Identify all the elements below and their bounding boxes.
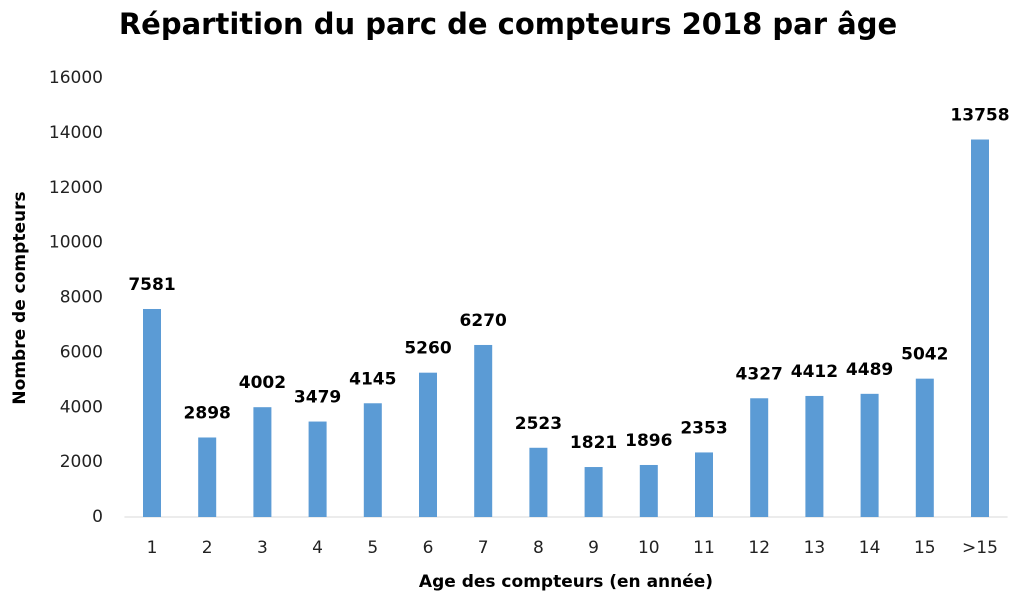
y-tick-label: 14000 — [49, 123, 103, 143]
bar — [695, 452, 713, 517]
y-tick-label: 6000 — [60, 342, 103, 362]
value-label: 6270 — [460, 311, 507, 331]
y-tick-label: 4000 — [60, 397, 103, 417]
bar — [915, 378, 934, 517]
y-tick-label: 12000 — [49, 178, 103, 198]
bar — [584, 467, 603, 517]
value-label: 5042 — [901, 345, 948, 365]
value-label: 4327 — [736, 364, 783, 384]
x-tick-label: 3 — [257, 538, 268, 558]
y-tick-label: 0 — [92, 507, 103, 527]
bar — [253, 407, 272, 517]
value-label: 1821 — [570, 433, 617, 453]
x-tick-label: 11 — [693, 538, 715, 558]
value-label: 4489 — [846, 360, 893, 380]
bar — [529, 447, 548, 517]
bar — [860, 393, 879, 517]
y-tick-label: 2000 — [60, 452, 103, 472]
value-label: 4002 — [239, 373, 286, 393]
bar — [143, 308, 161, 517]
bar — [750, 398, 769, 517]
value-label: 13758 — [950, 106, 1009, 126]
value-label: 4412 — [791, 362, 838, 382]
x-tick-label: 10 — [638, 538, 660, 558]
x-tick-label: >15 — [962, 538, 998, 558]
value-label: 1896 — [625, 431, 672, 451]
bar — [198, 437, 217, 517]
bar — [419, 372, 437, 517]
x-tick-label: 4 — [312, 538, 323, 558]
y-tick-label: 16000 — [49, 68, 103, 88]
x-tick-label: 9 — [588, 538, 599, 558]
x-tick-label: 7 — [478, 538, 489, 558]
x-tick-label: 12 — [748, 538, 770, 558]
y-tick-label: 10000 — [49, 233, 103, 253]
value-label: 2523 — [515, 414, 562, 434]
bar — [805, 395, 824, 517]
bar — [971, 139, 989, 517]
x-tick-label: 2 — [202, 538, 213, 558]
value-label: 5260 — [404, 339, 451, 359]
x-tick-label: 5 — [367, 538, 378, 558]
value-label: 7581 — [128, 275, 175, 295]
x-tick-label: 8 — [533, 538, 544, 558]
x-axis-title: Age des compteurs (en année) — [419, 572, 713, 592]
bar — [639, 464, 658, 517]
x-tick-label: 13 — [804, 538, 826, 558]
y-axis-title: Nombre de compteurs — [10, 191, 30, 404]
x-tick-label: 14 — [859, 538, 881, 558]
x-tick-label: 1 — [147, 538, 158, 558]
value-label: 2898 — [184, 403, 231, 423]
x-tick-label: 15 — [914, 538, 936, 558]
bar — [308, 421, 327, 517]
value-label: 2353 — [680, 418, 727, 438]
x-tick-label: 6 — [423, 538, 434, 558]
chart-title: Répartition du parc de compteurs 2018 pa… — [119, 7, 897, 41]
value-label: 4145 — [349, 369, 396, 389]
bar — [363, 403, 382, 517]
y-tick-label: 8000 — [60, 288, 103, 308]
value-label: 3479 — [294, 388, 341, 408]
bar — [474, 344, 493, 517]
